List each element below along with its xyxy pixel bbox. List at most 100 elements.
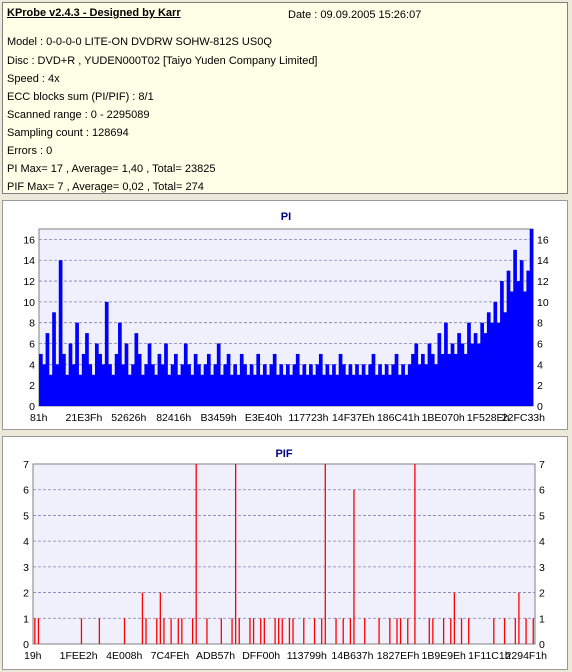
info-ecc-blocks: ECC blocks sum (PI/PIF) : 8/1: [7, 91, 154, 103]
pif-y-tick-left: 2: [23, 588, 29, 600]
pif-bar: [396, 618, 398, 644]
pif-y-tick-left: 0: [23, 639, 29, 651]
pi-bar: [411, 353, 415, 406]
pif-bar: [220, 618, 222, 644]
pi-bar: [167, 374, 172, 406]
pif-bar: [274, 618, 276, 644]
pif-bar: [389, 618, 391, 644]
pif-y-tick-right: 1: [539, 613, 545, 625]
pi-bar: [480, 322, 484, 406]
pif-bar: [364, 618, 366, 644]
pi-bar: [513, 249, 517, 406]
pi-bar: [421, 353, 425, 406]
pif-bar: [303, 618, 305, 644]
pif-bar: [493, 618, 495, 644]
pif-bar: [181, 618, 183, 644]
pi-bar: [269, 364, 274, 406]
pif-bar: [263, 618, 265, 644]
pi-bar: [470, 343, 475, 406]
pif-x-tick-label: 14B637h: [331, 650, 373, 662]
pi-bar: [503, 312, 508, 406]
pif-bar: [407, 618, 409, 644]
pif-bar: [324, 464, 326, 644]
pi-bar: [371, 353, 376, 406]
pi-bar: [157, 353, 162, 406]
pif-bar: [288, 618, 291, 644]
pi-bar: [144, 364, 149, 406]
pif-y-tick-right: 2: [539, 588, 545, 600]
pif-bar: [206, 618, 208, 644]
pi-bar: [45, 333, 50, 406]
pi-y-tick-left: 12: [23, 276, 35, 288]
pi-y-tick-left: 14: [23, 255, 35, 267]
pif-x-tick-label: 7C4FEh: [151, 650, 190, 662]
pi-y-tick-left: 10: [23, 297, 35, 309]
pi-bar: [58, 260, 63, 406]
pi-bar: [226, 353, 231, 406]
pi-bar: [295, 353, 300, 406]
pi-y-tick-left: 0: [29, 401, 35, 413]
pi-bar: [190, 374, 195, 406]
pif-bar: [321, 618, 323, 644]
pi-y-tick-left: 8: [29, 318, 35, 330]
pi-bar: [279, 364, 284, 406]
pif-y-tick-left: 6: [23, 485, 29, 497]
pi-bar: [318, 353, 323, 406]
pif-y-tick-right: 7: [539, 459, 545, 471]
pi-bar: [216, 343, 221, 406]
pi-bar: [200, 374, 205, 406]
pi-bar: [52, 312, 56, 406]
pif-y-tick-left: 3: [23, 562, 29, 574]
pi-bar: [71, 364, 76, 406]
pif-bar: [252, 618, 255, 644]
pi-bar: [315, 364, 320, 406]
pi-bar: [358, 374, 363, 406]
pi-y-tick-right: 6: [537, 339, 543, 351]
info-pi-summary: PI Max= 17 , Average= 1,40 , Total= 2382…: [7, 163, 216, 175]
pif-bar: [514, 618, 516, 644]
pif-bar: [177, 618, 179, 644]
pi-bar: [213, 364, 218, 406]
pif-plot-area: [32, 463, 536, 645]
pi-bar: [440, 353, 445, 406]
pi-bar: [407, 364, 412, 406]
pif-bar: [378, 618, 380, 644]
pi-bar: [262, 364, 267, 406]
pi-bar: [381, 374, 386, 406]
pi-bar: [417, 364, 422, 406]
pi-bar: [68, 343, 73, 406]
pi-bar: [239, 353, 244, 406]
app-title: KProbe v2.4.3 - Designed by Karr: [7, 7, 181, 19]
pi-bar: [519, 260, 524, 406]
pi-bar: [414, 343, 419, 406]
info-errors: Errors : 0: [7, 145, 53, 157]
pi-bar: [434, 364, 438, 406]
pi-bar: [348, 364, 353, 406]
pi-bar: [127, 374, 132, 406]
pif-bar: [159, 592, 161, 644]
pi-bar: [404, 374, 409, 406]
pi-bar: [65, 374, 70, 406]
pi-bar: [243, 364, 247, 406]
scan-date: Date : 09.09.2005 15:26:07: [288, 9, 422, 21]
pif-bar: [195, 464, 197, 644]
pi-bar: [55, 364, 60, 406]
pif-chart-title: PIF: [275, 448, 292, 460]
pi-bar: [253, 374, 257, 406]
pi-bar: [374, 374, 379, 406]
pif-bar: [156, 618, 158, 644]
pif-x-tick-label: 2294F1h: [506, 650, 548, 662]
pi-y-tick-left: 6: [29, 339, 35, 351]
pif-y-tick-left: 1: [23, 613, 29, 625]
pi-bar: [365, 374, 369, 406]
pi-bar: [266, 374, 270, 406]
pi-chart-panel: PI 0 0 2 2 4 4 6 6 8 8 10 10 12 12 14 14 16 16 81h 21E3Fh 526…: [2, 200, 568, 430]
pi-bar: [312, 374, 317, 406]
pi-bar: [246, 374, 251, 406]
pi-bar: [75, 322, 79, 406]
pi-chart-title: PI: [281, 211, 291, 223]
pi-bar: [463, 353, 468, 406]
pi-bar: [180, 364, 185, 406]
pi-bar: [183, 343, 188, 406]
pif-x-tick-label: ADB57h: [196, 650, 235, 662]
